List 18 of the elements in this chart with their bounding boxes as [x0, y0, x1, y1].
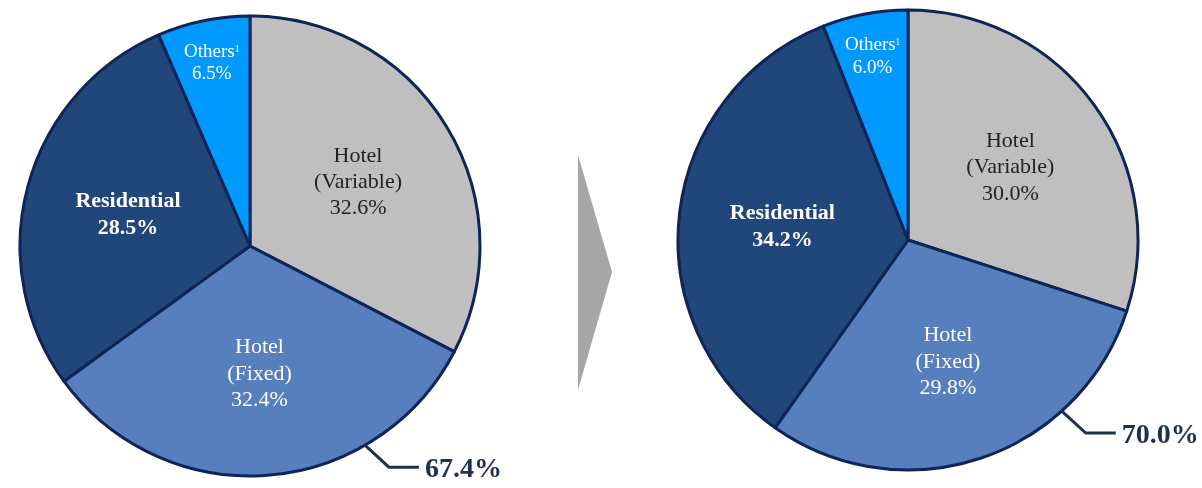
slice-label: Others$^{1}$ — [184, 39, 240, 61]
data-label: 29.8% — [919, 374, 977, 400]
slice-label: Hotel (Variable) — [966, 126, 1055, 179]
data-label: 6.0% — [852, 55, 893, 77]
slice-label: Residential — [729, 199, 835, 225]
slice-label: Others$^{1}$ — [844, 32, 901, 54]
data-label: 34.2% — [752, 225, 813, 251]
slice-label: Hotel (Fixed) — [227, 333, 292, 385]
slice-label: Hotel (Fixed) — [915, 321, 981, 373]
data-label: 32.6% — [329, 194, 387, 220]
slice-label: Residential — [75, 187, 181, 213]
text: 67.4% — [424, 452, 502, 484]
data-label: 30.0% — [981, 179, 1039, 205]
slice-label: Hotel (Variable) — [314, 141, 403, 193]
data-label: 28.5% — [97, 213, 159, 239]
data-label: 32.4% — [231, 386, 288, 412]
text: 70.0% — [1121, 418, 1199, 450]
data-label: 6.5% — [191, 62, 232, 84]
